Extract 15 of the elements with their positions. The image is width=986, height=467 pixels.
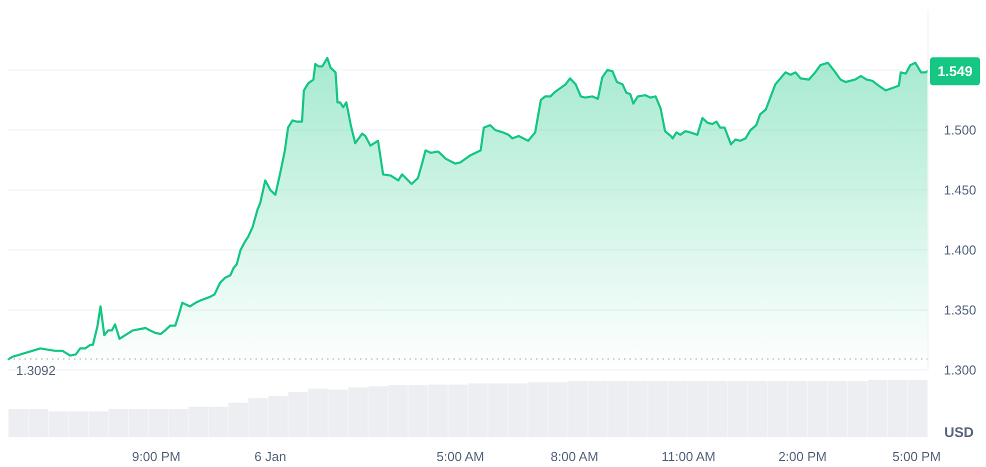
x-tick-label: 2:00 PM bbox=[778, 449, 827, 464]
x-tick-label: 5:00 AM bbox=[436, 449, 484, 464]
x-tick-label: 5:00 PM bbox=[892, 449, 941, 464]
x-tick-label: 8:00 AM bbox=[550, 449, 598, 464]
y-tick-label: 1.350 bbox=[944, 302, 976, 318]
y-tick-label: 1.300 bbox=[944, 362, 976, 378]
x-tick-label: 9:00 PM bbox=[132, 449, 180, 464]
y-tick-label: 1.400 bbox=[944, 242, 976, 258]
y-axis-title: USD bbox=[944, 424, 974, 440]
x-tick-label: 11:00 AM bbox=[662, 449, 716, 464]
ref-line-label: 1.3092 bbox=[16, 362, 56, 378]
y-tick-label: 1.500 bbox=[944, 122, 976, 138]
y-tick-label: 1.450 bbox=[944, 182, 976, 198]
annotation: 1.549 bbox=[937, 63, 973, 80]
x-tick-label: 6 Jan bbox=[254, 449, 286, 464]
